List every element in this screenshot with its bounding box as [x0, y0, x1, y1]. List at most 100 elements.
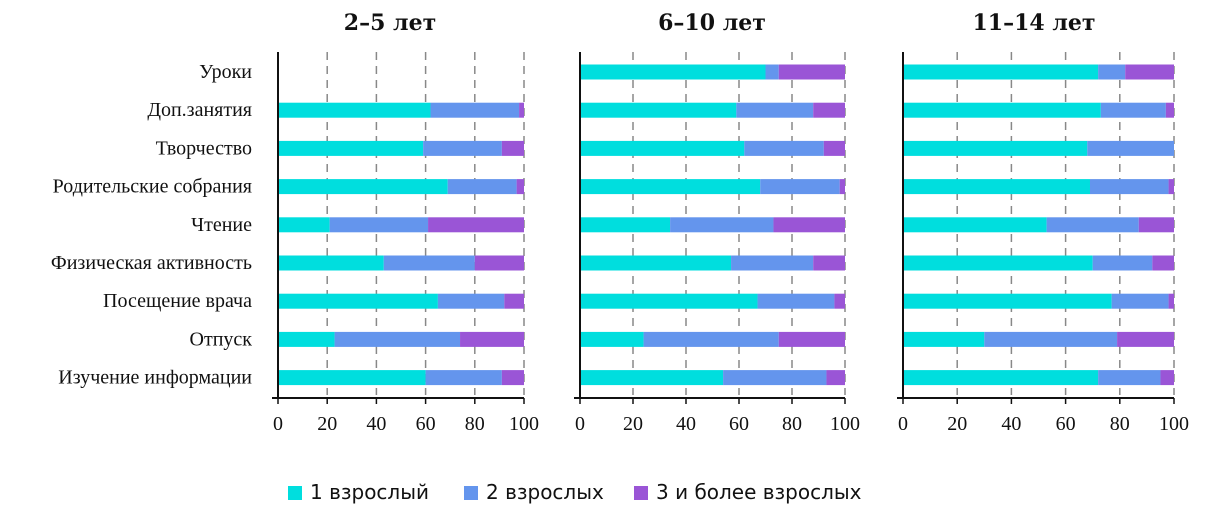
bar-segment	[278, 140, 424, 156]
bar-segment	[460, 331, 524, 347]
category-label: Творчество	[156, 137, 252, 159]
x-tick-label: 80	[465, 413, 485, 435]
bar-segment	[760, 179, 840, 195]
bar-segment	[1125, 64, 1174, 80]
legend-swatch	[288, 486, 302, 500]
bar-segment	[430, 102, 520, 118]
bar-segment	[903, 331, 985, 347]
bar-segment	[903, 370, 1099, 386]
bar-segment	[839, 179, 845, 195]
bar-segment	[580, 331, 644, 347]
bar-segment	[736, 102, 814, 118]
x-tick-label: 40	[1001, 413, 1021, 435]
x-tick-label: 20	[317, 413, 337, 435]
bar-segment	[1087, 140, 1174, 156]
bar-segment	[744, 140, 824, 156]
category-label: Посещение врача	[103, 290, 252, 312]
bar-segment	[773, 217, 845, 233]
bar-segment	[1168, 293, 1174, 309]
panel-title: 6–10 лет	[658, 10, 766, 36]
bar-segment	[903, 140, 1088, 156]
bar-segment	[519, 102, 524, 118]
bar-segment	[903, 255, 1093, 271]
bar-segment	[670, 217, 774, 233]
bar-segment	[643, 331, 779, 347]
bar-segment	[984, 331, 1118, 347]
bar-segment	[757, 293, 835, 309]
bar-segment	[723, 370, 827, 386]
bar-segment	[834, 293, 845, 309]
bar-segment	[580, 179, 761, 195]
category-label: Чтение	[191, 214, 252, 236]
bar-segment	[504, 293, 524, 309]
bar-segment	[428, 217, 524, 233]
bar-segment	[329, 217, 429, 233]
bar-segment	[1092, 255, 1153, 271]
bar-segment	[1089, 179, 1169, 195]
bar-segment	[1100, 102, 1166, 118]
x-tick-label: 20	[623, 413, 643, 435]
bar-segment	[903, 217, 1047, 233]
bar-segment	[778, 64, 845, 80]
bar-segment	[383, 255, 475, 271]
bar-segment	[516, 179, 524, 195]
bar-segment	[1138, 217, 1174, 233]
x-tick-label: 20	[947, 413, 967, 435]
bar-segment	[903, 293, 1112, 309]
bar-segment	[903, 64, 1099, 80]
bar-segment	[1098, 370, 1161, 386]
bar-segment	[278, 179, 448, 195]
bar-segment	[580, 217, 671, 233]
bar-segment	[278, 255, 384, 271]
bar-segment	[1160, 370, 1174, 386]
bar-segment	[580, 255, 732, 271]
bar-segment	[813, 102, 845, 118]
bar-segment	[447, 179, 517, 195]
bar-segment	[278, 370, 426, 386]
bar-segment	[334, 331, 461, 347]
bar-segment	[580, 102, 737, 118]
legend-swatch	[464, 486, 478, 500]
legend-label: 1 взрослый	[310, 480, 429, 504]
bar-segment	[580, 293, 758, 309]
bar-segment	[474, 255, 524, 271]
bar-segment	[765, 64, 779, 80]
bar-segment	[423, 140, 502, 156]
x-tick-label: 0	[575, 413, 585, 435]
legend-label: 2 взрослых	[486, 480, 604, 504]
bar-segment	[278, 331, 335, 347]
x-tick-label: 100	[509, 413, 539, 435]
x-tick-label: 0	[273, 413, 283, 435]
bar-segment	[437, 293, 505, 309]
bar-segment	[778, 331, 845, 347]
bar-segment	[1117, 331, 1174, 347]
bar-segment	[580, 64, 766, 80]
panel-title: 2–5 лет	[344, 10, 436, 36]
bar-segment	[278, 293, 438, 309]
bar-segment	[903, 102, 1101, 118]
x-tick-label: 60	[416, 413, 436, 435]
category-label: Родительские собрания	[53, 176, 252, 198]
legend-label: 3 и более взрослых	[656, 480, 862, 504]
x-tick-label: 80	[1110, 413, 1130, 435]
bar-segment	[278, 102, 431, 118]
x-tick-label: 60	[729, 413, 749, 435]
bar-segment	[501, 370, 524, 386]
x-tick-label: 40	[366, 413, 386, 435]
bar-segment	[425, 370, 502, 386]
category-label: Доп.занятия	[147, 99, 252, 121]
bar-segment	[1046, 217, 1139, 233]
x-tick-label: 0	[898, 413, 908, 435]
bar-segment	[278, 217, 330, 233]
legend-swatch	[634, 486, 648, 500]
panel-title: 11–14 лет	[972, 10, 1095, 36]
category-label: Изучение информации	[58, 367, 252, 389]
x-tick-label: 80	[782, 413, 802, 435]
bar-segment	[1152, 255, 1174, 271]
bar-segment	[823, 140, 845, 156]
x-tick-label: 100	[830, 413, 860, 435]
bar-segment	[1168, 179, 1174, 195]
category-label: Отпуск	[190, 328, 253, 350]
bar-segment	[580, 140, 745, 156]
